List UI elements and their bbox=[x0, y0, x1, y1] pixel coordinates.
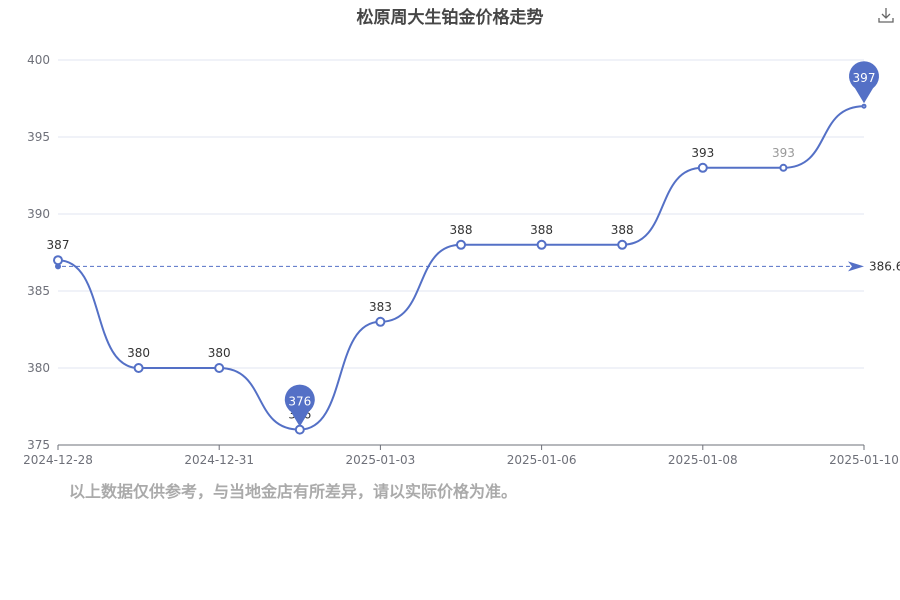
data-label: 388 bbox=[530, 223, 553, 237]
data-label: 393 bbox=[772, 146, 795, 160]
data-point bbox=[536, 239, 547, 250]
x-tick-label: 2025-01-06 bbox=[507, 453, 577, 467]
data-point bbox=[375, 316, 386, 327]
chart-title: 松原周大生铂金价格走势 bbox=[356, 8, 544, 28]
data-point bbox=[697, 162, 708, 173]
max-mark-point bbox=[849, 61, 880, 104]
x-tick-label: 2024-12-31 bbox=[184, 453, 254, 467]
y-tick-label: 375 bbox=[27, 438, 50, 452]
download-icon[interactable] bbox=[877, 6, 895, 24]
data-point bbox=[53, 255, 63, 266]
series-line bbox=[57, 105, 865, 431]
data-label: 380 bbox=[208, 346, 231, 360]
y-tick-label: 380 bbox=[27, 361, 50, 375]
data-point bbox=[294, 424, 305, 435]
max-mark-point-label: 397 bbox=[853, 71, 876, 85]
data-point bbox=[617, 239, 628, 250]
min-mark-point bbox=[284, 384, 315, 427]
average-line-label: 386.6 bbox=[869, 259, 900, 273]
data-point bbox=[456, 239, 466, 250]
data-label: 393 bbox=[691, 146, 714, 160]
disclaimer-note: 以上数据仅供参考，与当地金店有所差异，请以实际价格为准。 bbox=[69, 482, 518, 501]
y-tick-label: 390 bbox=[27, 207, 50, 221]
data-label: 388 bbox=[611, 223, 634, 237]
data-point bbox=[214, 363, 225, 373]
x-tick-label: 2024-12-28 bbox=[23, 453, 93, 467]
data-label: 383 bbox=[369, 300, 392, 314]
y-tick-label: 400 bbox=[27, 53, 50, 67]
x-tick-label: 2025-01-08 bbox=[668, 453, 738, 467]
data-label: 380 bbox=[127, 346, 150, 360]
y-tick-label: 385 bbox=[27, 284, 50, 298]
y-tick-label: 395 bbox=[27, 130, 50, 144]
x-tick-label: 2025-01-10 bbox=[829, 453, 899, 467]
data-point bbox=[779, 163, 788, 172]
data-label: 388 bbox=[450, 223, 473, 237]
average-line-arrow bbox=[848, 261, 864, 272]
data-label: 387 bbox=[47, 238, 70, 252]
data-point bbox=[133, 363, 144, 373]
line-chart: 375 380 385 390 395 400 2024-12-28 2024-12-31 20… bbox=[23, 53, 900, 467]
data-point bbox=[861, 103, 867, 109]
min-mark-point-label: 376 bbox=[288, 395, 311, 409]
x-tick-label: 2025-01-03 bbox=[346, 453, 416, 467]
